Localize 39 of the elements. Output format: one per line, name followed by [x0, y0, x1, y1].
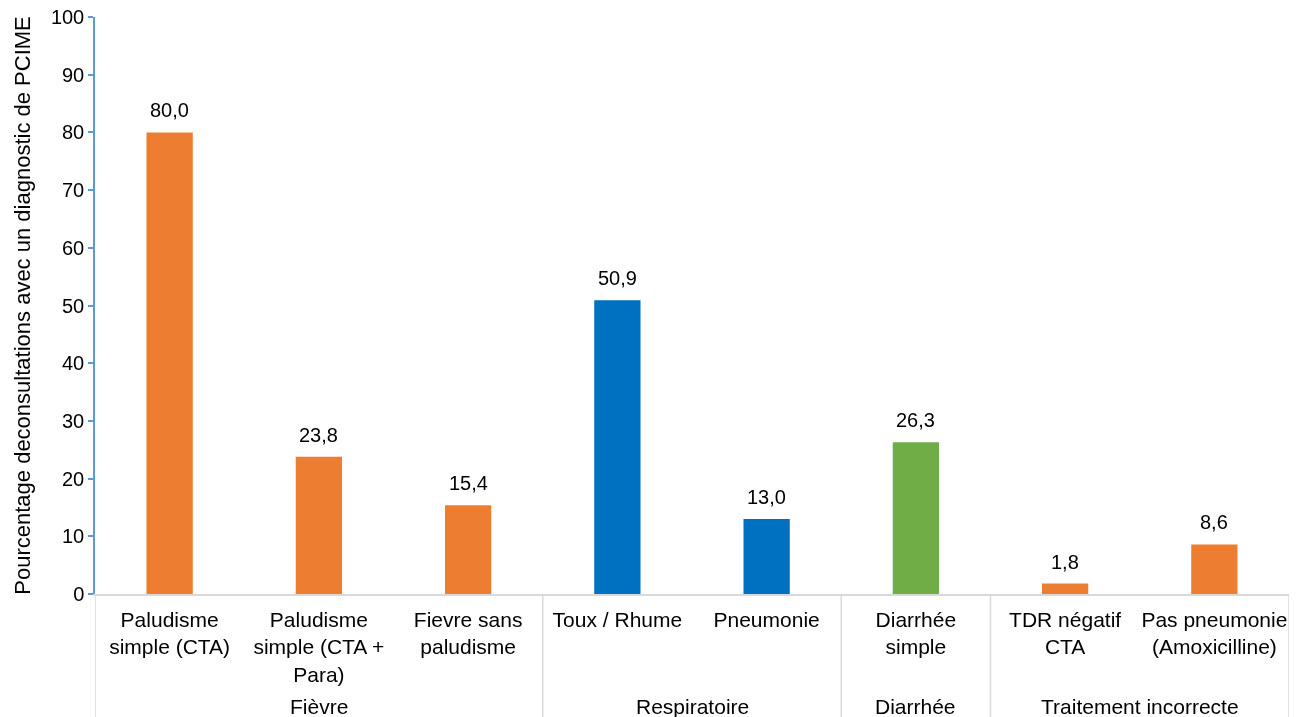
y-tick-label: 80 [62, 121, 85, 144]
bar [1041, 583, 1089, 594]
bar [594, 300, 641, 594]
x-tick-label: Toux / Rhume [552, 607, 683, 631]
data-label: 15,4 [449, 472, 488, 494]
y-tick-label: 20 [62, 467, 85, 490]
data-label: 26,3 [896, 409, 935, 431]
y-axis-title: Pourcentage deconsultations avec un diagnostic de PCIME [10, 16, 36, 595]
y-tick-label: 50 [62, 294, 85, 317]
data-label: 1,8 [1051, 551, 1079, 573]
y-tick-label: 40 [62, 352, 85, 375]
x-tick-label: Diarrhée simple [875, 607, 957, 659]
bar [295, 456, 343, 594]
bar [444, 505, 492, 594]
x-tick-label: Fievre sans paludisme [413, 607, 523, 659]
y-tick-label: 0 [73, 583, 85, 605]
text: Fièvre [290, 695, 349, 717]
bar [146, 132, 193, 594]
bar [1191, 544, 1238, 594]
data-label: 8,6 [1200, 511, 1228, 533]
y-tick-label: 90 [62, 63, 85, 86]
y-tick-label: 60 [62, 236, 85, 259]
y-tick-label: 10 [62, 525, 85, 548]
y-tick-label: 100 [50, 6, 85, 28]
x-tick-label: Paludisme simple (CTA + Para) [253, 607, 385, 686]
bar [743, 518, 790, 594]
x-tick-label: Pneumonie [713, 607, 820, 631]
text: Diarrhée [875, 695, 956, 717]
y-tick-label: 30 [62, 409, 85, 432]
data-label: 50,9 [598, 267, 637, 289]
data-label: 80,0 [150, 99, 189, 121]
data-label: 13,0 [747, 486, 786, 508]
data-label: 23,8 [299, 424, 338, 446]
text: Traitement incorrecte [1041, 695, 1239, 717]
x-tick-label: Pas pneumonie (Amoxicilline) [1141, 607, 1288, 659]
bar [892, 442, 940, 594]
x-tick-label: Paludisme simple (CTA) [109, 607, 231, 659]
y-tick-label: 70 [62, 179, 85, 202]
x-tick-label: TDR négatif CTA [1009, 607, 1122, 659]
